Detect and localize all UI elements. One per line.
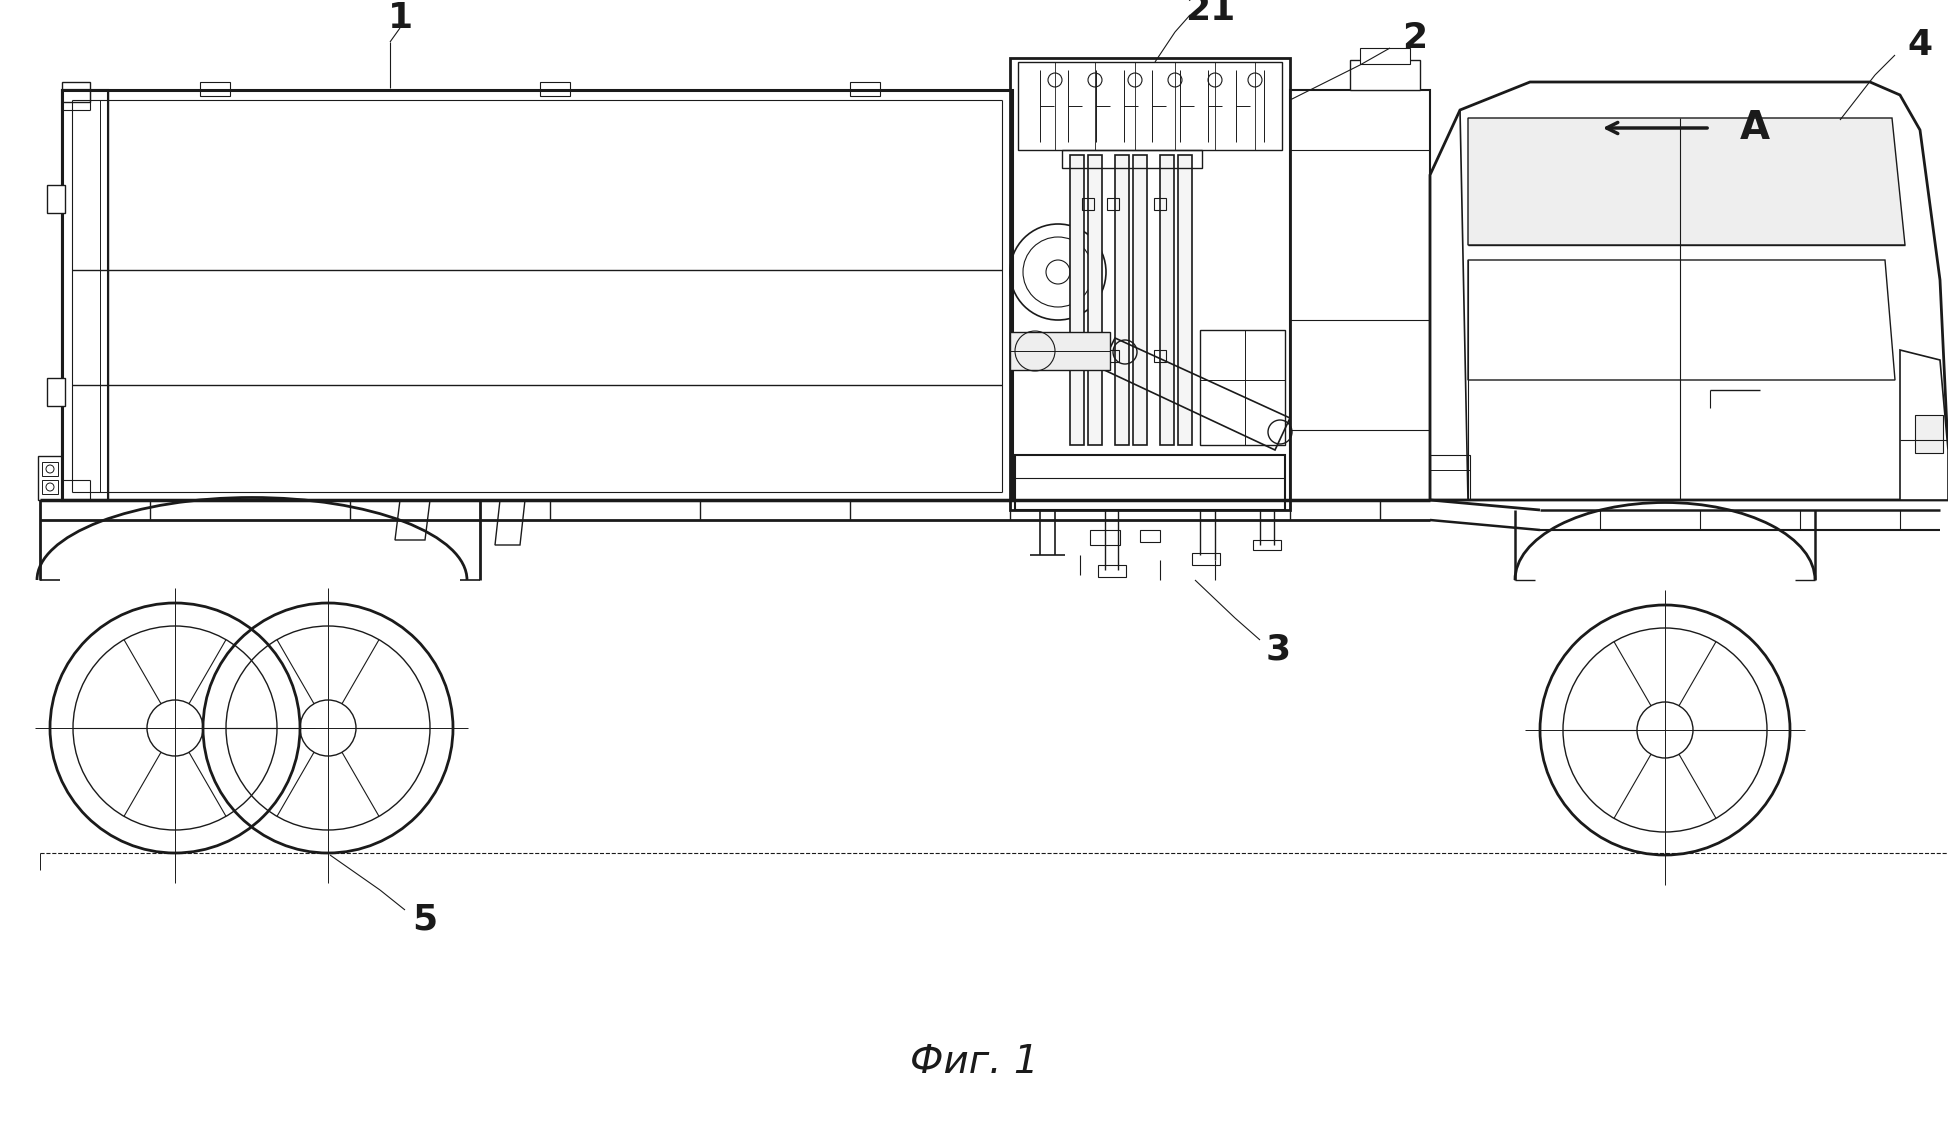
Polygon shape bbox=[1350, 60, 1420, 91]
Bar bbox=[1091, 530, 1120, 544]
Bar bbox=[201, 82, 230, 96]
Bar bbox=[1153, 350, 1167, 362]
Text: 5: 5 bbox=[413, 903, 438, 937]
Bar bbox=[1134, 155, 1147, 445]
Bar bbox=[43, 462, 58, 475]
Text: 3: 3 bbox=[1266, 633, 1292, 667]
Bar bbox=[1069, 155, 1083, 445]
Text: 21: 21 bbox=[1184, 0, 1235, 27]
Bar bbox=[43, 480, 58, 494]
Bar bbox=[1915, 415, 1942, 453]
Bar bbox=[1179, 155, 1192, 445]
Polygon shape bbox=[1009, 332, 1110, 370]
Bar bbox=[1360, 48, 1410, 65]
Bar bbox=[1089, 155, 1103, 445]
Bar bbox=[1062, 151, 1202, 168]
Bar bbox=[62, 82, 90, 102]
Bar bbox=[849, 82, 880, 96]
Bar bbox=[1106, 350, 1118, 362]
Bar bbox=[1106, 198, 1118, 211]
Bar bbox=[1192, 554, 1219, 565]
Bar bbox=[1153, 198, 1167, 211]
Text: 2: 2 bbox=[1403, 22, 1428, 55]
Bar bbox=[1081, 198, 1095, 211]
Text: 1: 1 bbox=[388, 1, 413, 35]
Bar bbox=[1159, 155, 1175, 445]
Polygon shape bbox=[1899, 350, 1948, 500]
Bar bbox=[540, 82, 571, 96]
Text: 4: 4 bbox=[1907, 28, 1932, 62]
Polygon shape bbox=[1430, 82, 1948, 500]
Bar bbox=[47, 185, 64, 213]
Bar bbox=[1099, 565, 1126, 577]
Text: A: A bbox=[1740, 109, 1771, 147]
Polygon shape bbox=[1469, 118, 1905, 245]
Bar bbox=[1114, 155, 1130, 445]
Bar bbox=[1081, 350, 1095, 362]
Text: Фиг. 1: Фиг. 1 bbox=[910, 1043, 1038, 1081]
Bar bbox=[1140, 530, 1159, 542]
Bar bbox=[1253, 540, 1282, 550]
Bar bbox=[47, 378, 64, 406]
